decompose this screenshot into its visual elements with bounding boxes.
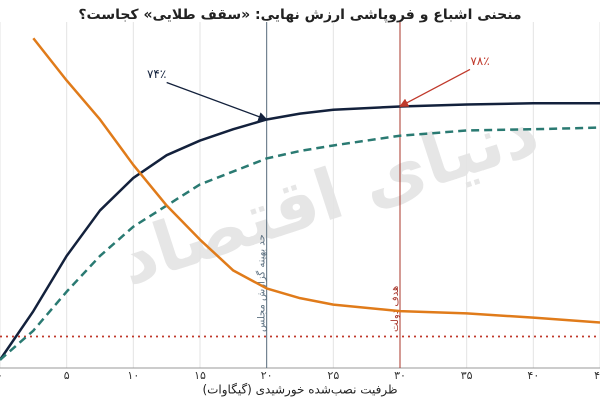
series-line [0, 101, 600, 361]
x-tick-label: ۳۵ [461, 369, 473, 382]
x-tick-label: ۳۰ [394, 369, 406, 382]
x-tick-label: ۴۵ [594, 369, 600, 382]
watermark: دنیای اقتصاد [109, 89, 548, 301]
chart-title: منحنی اشباع و فروپاشی ارزش نهایی: «سقف ط… [78, 7, 521, 23]
x-tick-label: ۱۵ [194, 369, 206, 382]
annotation-arrow [166, 81, 268, 121]
x-tick-label: ۲۰ [261, 369, 273, 382]
x-tick-label: ۰ [0, 369, 3, 382]
reference-label: هدف دولت [390, 286, 401, 332]
series-line [32, 37, 600, 324]
x-tick-label: ۵ [64, 369, 70, 382]
x-tick-label: ۴۰ [527, 369, 539, 382]
annotation-label: ۷۴٪ [147, 67, 166, 81]
reference-label: حد بهینه گزارش مجلس [256, 234, 268, 332]
annotation-arrow [399, 68, 471, 108]
x-tick-label: ۱۰ [127, 369, 139, 382]
x-axis-label: ظرفیت نصب‌شده خورشیدی (گیگاوات) [202, 383, 397, 398]
annotation-label: ۷۸٪ [470, 54, 489, 68]
series-line [0, 126, 600, 361]
x-tick-label: ۲۵ [327, 369, 339, 382]
